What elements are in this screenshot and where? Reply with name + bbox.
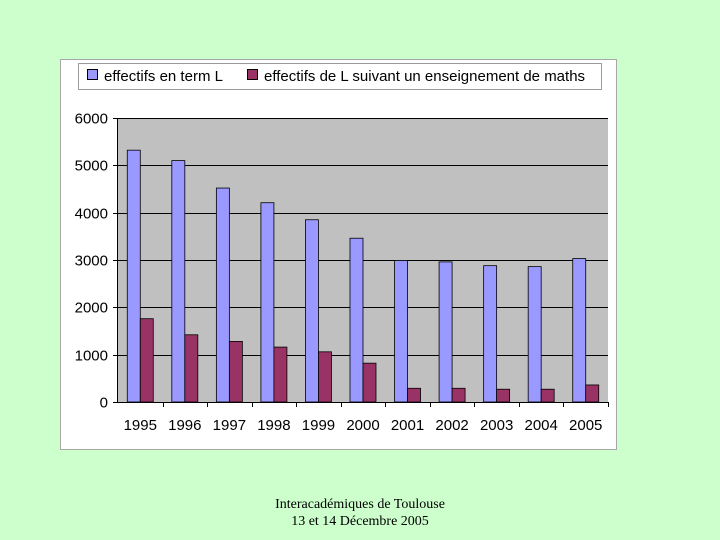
bar-series-1-1997 [215,187,230,403]
bar-series-2-1996 [184,334,199,403]
y-tick-label-0: 0 [100,395,108,412]
bar-series-1-2004 [527,266,542,403]
legend-item-series-1: effectifs en term L [87,68,223,85]
x-tick-label-2005: 2005 [569,417,602,434]
y-tick-label-5: 5000 [75,158,108,175]
bar-series-1-1999 [305,219,319,403]
bar-series-2-2002 [451,387,466,403]
y-tick-label-1: 1000 [75,348,108,365]
y-tick-label-4: 4000 [75,206,108,223]
x-tick-label-1997: 1997 [213,417,246,434]
bar-series-1-1998 [260,202,275,403]
legend-label-series-1: effectifs en term L [104,68,223,85]
footer: Interacadémiques de Toulouse 13 et 14 Dé… [0,496,720,530]
bar-series-2-2000 [362,362,377,403]
bar-series-2-1999 [318,351,332,403]
bar-series-2-2001 [407,387,421,403]
y-tick-label-2: 2000 [75,300,108,317]
footer-line-2: 13 et 14 Décembre 2005 [291,514,429,529]
legend-label-series-2: effectifs de L suivant un enseignement d… [264,68,586,85]
bar-series-1-1995 [126,149,141,403]
x-tick-label-2003: 2003 [480,417,513,434]
bar-series-2-1997 [228,341,243,403]
x-tick-label-2000: 2000 [346,417,379,434]
x-tick-label-2002: 2002 [435,417,468,434]
x-tick-label-1998: 1998 [257,417,290,434]
y-tick-label-6: 6000 [75,111,108,128]
bar-series-1-1996 [171,160,186,403]
bar-series-1-2000 [349,237,364,403]
bar-series-2-2004 [540,388,555,403]
x-tick-label-2004: 2004 [524,417,557,434]
footer-line-1: Interacadémiques de Toulouse [275,497,445,512]
bar-series-1-2001 [394,260,408,403]
y-tick-label-3: 3000 [75,253,108,270]
legend-swatch-series-1 [87,69,98,80]
bar-series-1-2002 [438,261,453,403]
bar-series-2-1995 [139,318,154,403]
bar-series-2-1998 [273,346,288,403]
x-tick-label-1996: 1996 [168,417,201,434]
bar-series-1-2003 [483,265,498,403]
x-tick-label-1995: 1995 [124,417,157,434]
legend-swatch-series-2 [247,69,258,80]
x-tick-label-2001: 2001 [391,417,424,434]
x-tick-label-1999: 1999 [302,417,335,434]
legend-item-series-2: effectifs de L suivant un enseignement d… [247,68,585,85]
legend: effectifs en term L effectifs de L suiva… [78,63,602,90]
bar-series-2-2003 [496,388,511,403]
bar-series-1-2005 [572,258,587,403]
bar-series-2-2005 [585,384,600,403]
